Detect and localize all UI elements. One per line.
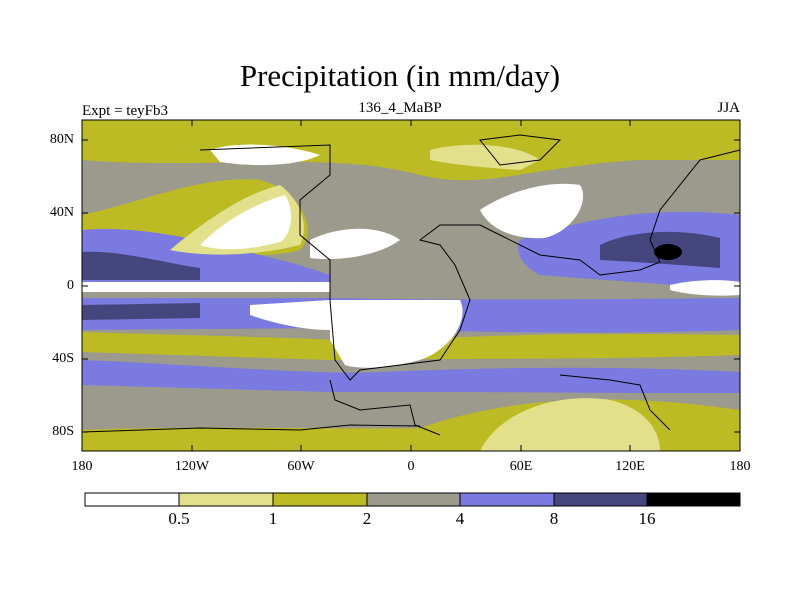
- colorbar-swatch-3: [366, 492, 461, 507]
- colorbar-swatch-6: [646, 492, 741, 507]
- colorbar-label-4: 8: [549, 509, 559, 528]
- map-field: [82, 120, 740, 451]
- colorbar-swatch-4: [459, 492, 555, 507]
- colorbar-label-1: 1: [268, 509, 278, 528]
- lon-label-60w: 60W: [287, 459, 315, 474]
- colorbar-swatch-1: [178, 492, 274, 507]
- axis-ticks: [81, 120, 741, 451]
- lon-label-120w: 120W: [174, 459, 210, 474]
- colorbar-swatch-0: [84, 492, 180, 507]
- lon-label-60e: 60E: [509, 459, 533, 474]
- colorbar-swatch-2: [272, 492, 368, 507]
- lon-label-120e: 120E: [615, 459, 645, 474]
- experiment-label: Expt = teyFb3: [82, 103, 168, 119]
- colorbar-label-0: 0.5: [168, 509, 190, 528]
- coastline: [199, 144, 740, 381]
- lat-label-80n: 80N: [49, 132, 74, 147]
- period-label: 136_4_MaBP: [358, 100, 442, 116]
- colorbar-label-3: 4: [455, 509, 465, 528]
- lon-label-180w: 180: [71, 459, 93, 474]
- lon-label-180e: 180: [729, 459, 751, 474]
- lat-label-0: 0: [67, 278, 74, 293]
- season-label: JJA: [717, 100, 740, 116]
- lon-label-0: 0: [407, 459, 415, 474]
- colorbar-swatch-5: [553, 492, 648, 507]
- lat-label-40n: 40N: [49, 205, 74, 220]
- lat-label-40s: 40S: [52, 351, 74, 366]
- lat-label-80s: 80S: [52, 424, 74, 439]
- colorbar-label-5: 16: [638, 509, 656, 528]
- colorbar: [84, 492, 741, 507]
- map-title: Precipitation (in mm/day): [239, 58, 561, 93]
- colorbar-label-2: 2: [362, 509, 372, 528]
